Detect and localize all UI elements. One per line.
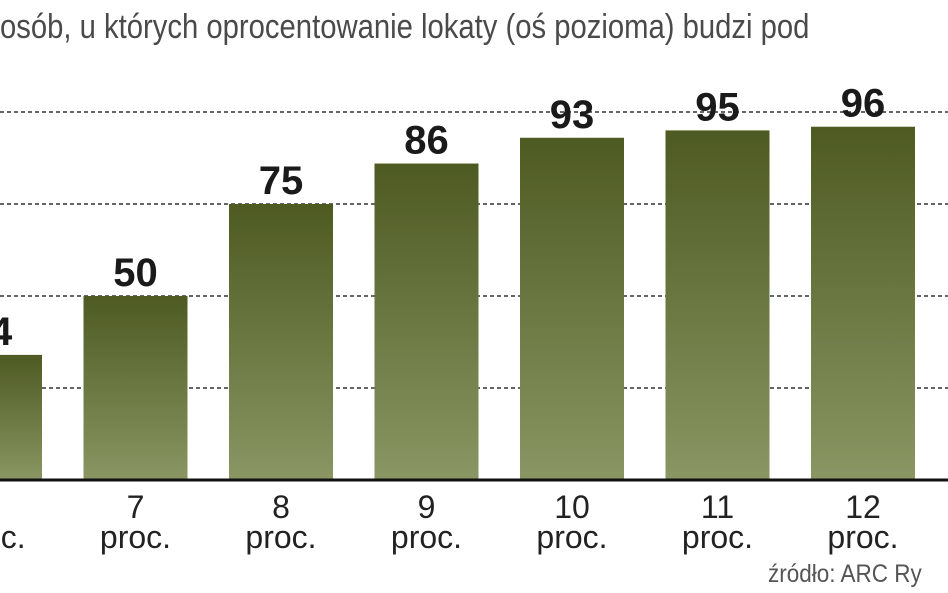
x-tick-label-6-line-1: 11: [701, 489, 734, 525]
chart-title: osób, u których oprocentowanie lokaty (o…: [0, 8, 810, 46]
x-tick-label-6-line-2: proc.: [682, 519, 753, 555]
bar-7: [811, 126, 915, 480]
x-tick-labels: 6proc.7proc.8proc.9proc.10proc.11proc.12…: [0, 489, 899, 555]
bar-value-label-4: 86: [404, 119, 449, 163]
value-labels: 3450758693959698: [0, 82, 886, 354]
bar-1: [0, 354, 42, 480]
bars: [0, 126, 915, 480]
bar-value-label-7: 96: [841, 82, 886, 126]
x-tick-label-4-line-1: 9: [418, 489, 436, 525]
bar-value-label-1: 34: [0, 310, 13, 354]
bar-value-label-3: 75: [259, 159, 304, 203]
x-tick-label-1-line-2: proc.: [0, 519, 26, 555]
bar-4: [374, 163, 479, 480]
x-tick-label-5-line-2: proc.: [536, 519, 607, 555]
x-tick-label-5-line-1: 10: [554, 489, 590, 525]
x-tick-label-4-line-2: proc.: [391, 519, 462, 555]
bar-3: [229, 204, 333, 480]
bar-2: [83, 296, 188, 480]
bar-value-label-5: 93: [550, 93, 595, 137]
x-tick-label-7-line-2: proc.: [827, 519, 898, 555]
bar-value-label-6: 95: [695, 85, 740, 129]
bar-5: [520, 137, 624, 480]
x-tick-label-3-line-1: 8: [272, 489, 290, 525]
x-tick-label-2-line-2: proc.: [100, 519, 171, 555]
bar-6: [665, 130, 770, 480]
x-tick-label-7-line-1: 12: [845, 489, 881, 525]
source-note: źródło: ARC Ry: [768, 560, 922, 588]
x-tick-label-2-line-1: 7: [127, 489, 145, 525]
x-tick-label-3-line-2: proc.: [245, 519, 316, 555]
bar-value-label-2: 50: [113, 251, 158, 295]
